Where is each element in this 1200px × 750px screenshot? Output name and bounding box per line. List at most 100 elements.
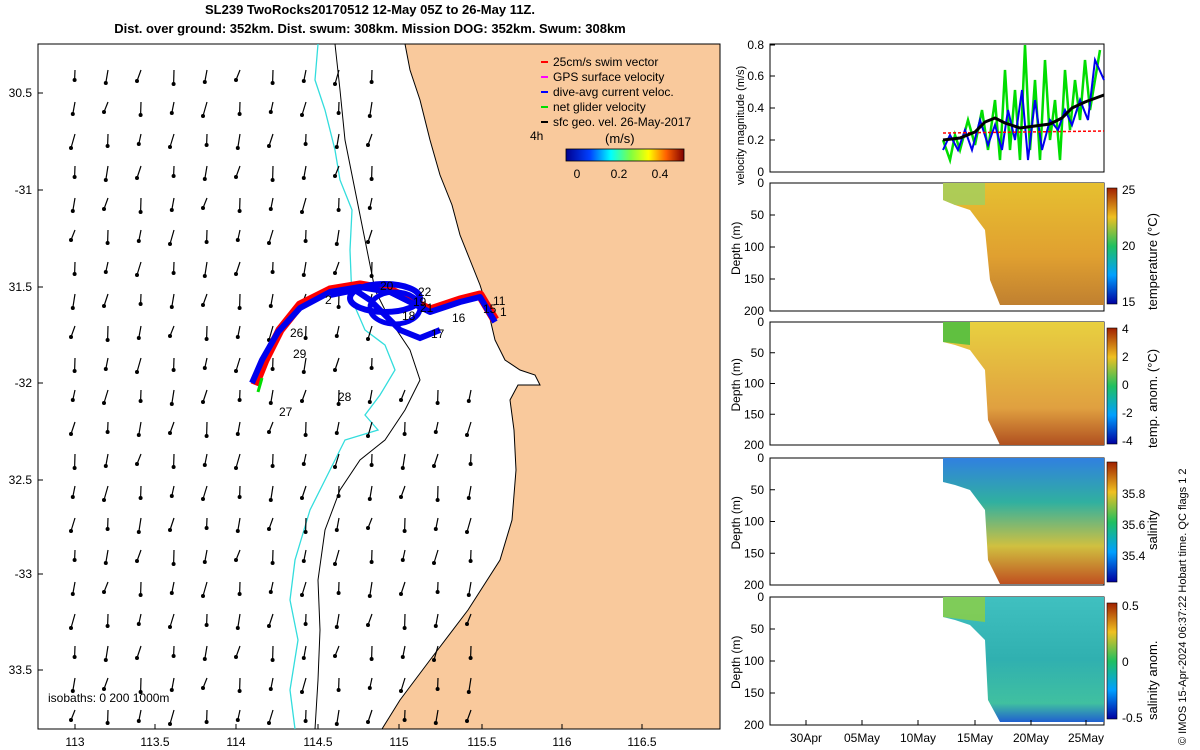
day-label: 2 [325, 293, 332, 307]
legend-entry: sfc geo. vel. 26-May-2017 [553, 115, 691, 129]
temp-anom-label: temp. anom. (°C) [1145, 349, 1160, 448]
depth-tick: 200 [744, 438, 764, 452]
day-label: 28 [338, 390, 352, 404]
time-x-tick: 30Apr [790, 731, 822, 745]
day-label: 22 [418, 285, 432, 299]
map-y-ticks: 30.5 -31 31.5 -32 32.5 -33 33.5 [9, 86, 43, 677]
colorbar-tick: -2 [1122, 406, 1133, 420]
map-y-tick-label: 33.5 [9, 663, 33, 677]
salinity-section [943, 458, 1104, 584]
depth-axes: 0 50 100 150 200 Depth (m) 0 50 100 150 200 Depth (… [729, 176, 775, 732]
colorbar-time-label: 4h [530, 129, 543, 143]
depth-tick: 150 [744, 546, 764, 560]
day-label: 16 [452, 311, 466, 325]
colorbar-unit: (m/s) [605, 131, 635, 146]
depth-tick: 50 [751, 483, 765, 497]
depth-tick: 50 [751, 346, 765, 360]
colorbar-tick: 0 [574, 167, 581, 181]
map-x-tick-label: 115 [389, 735, 408, 749]
colorbar-tick: 0.5 [1122, 599, 1139, 613]
footer-credit: © IMOS 15-Apr-2024 06:37:22 Hobart time.… [1177, 468, 1189, 745]
depth-tick: 200 [744, 304, 764, 318]
day-label: 29 [293, 347, 307, 361]
temperature-section [943, 183, 1104, 305]
depth-tick: 150 [744, 407, 764, 421]
day-label: 26 [290, 326, 304, 340]
velocity-y-tick: 0.4 [747, 101, 764, 115]
map-y-tick-label: 32.5 [9, 473, 33, 487]
colorbar-bar [565, 148, 685, 162]
colorbar-ticks: 0 0.2 0.4 [574, 167, 669, 181]
legend-entry: GPS surface velocity [553, 70, 664, 84]
map-x-tick-label: 116.5 [627, 735, 656, 749]
depth-tick: 100 [744, 654, 764, 668]
isobath-200 [314, 43, 421, 730]
velocity-panel: 0 0.2 0.4 0.6 0.8 velocity magnitude (m/s) [735, 38, 1105, 185]
depth-tick: 150 [744, 272, 764, 286]
legend-entry: dive-avg current veloc. [553, 85, 674, 99]
sal-anom-label: salinity anom. [1145, 641, 1160, 720]
colorbar-tick: -4 [1122, 434, 1133, 448]
map-y-tick-label: 31.5 [9, 280, 33, 294]
velocity-y-tick: 0.2 [747, 133, 764, 147]
map-x-tick-label: 115.5 [467, 735, 496, 749]
depth-axis-label: Depth (m) [729, 358, 743, 411]
day-label: 15 [483, 302, 497, 316]
colorbar-tick: 0.4 [652, 167, 669, 181]
map-y-tick-label: -33 [15, 567, 33, 581]
velocity-ylabel: velocity magnitude (m/s) [735, 66, 747, 185]
colorbar-tick: 35.6 [1122, 518, 1146, 532]
map-x-tick-label: 116 [552, 735, 571, 749]
title-line-1: SL239 TwoRocks20170512 12-May 05Z to 26-… [205, 2, 535, 17]
depth-tick: 200 [744, 578, 764, 592]
day-label: 21 [420, 301, 434, 315]
depth-tick: 0 [757, 176, 764, 190]
colorbar-tick: 0 [1122, 378, 1129, 392]
velocity-y-tick: 0.8 [747, 38, 764, 52]
temp-anom-panel: 4 2 0 -2 -4 temp. anom. (°C) [769, 321, 1160, 448]
isobath-1000 [289, 43, 396, 730]
velocity-blue-line [942, 56, 1105, 161]
velocity-y-tick: 0 [757, 165, 764, 179]
day-label: 11 [493, 294, 506, 308]
depth-tick: 100 [744, 515, 764, 529]
time-x-tick: 25May [1068, 731, 1104, 745]
temperature-panel: 25 20 15 temperature (°C) [769, 182, 1160, 312]
colorbar-tick: 0 [1122, 655, 1129, 669]
velocity-y-tick: 0.6 [747, 69, 764, 83]
colorbar-tick: 15 [1122, 295, 1136, 309]
isobaths-label: isobaths: 0 200 1000m [48, 691, 169, 705]
velocity-y-ticks: 0 0.2 0.4 0.6 0.8 [747, 38, 775, 179]
land-polygon [381, 43, 721, 730]
sal-anom-colorbar [1106, 602, 1118, 720]
sal-anom-panel: 0.5 0 -0.5 salinity anom. [769, 596, 1160, 726]
colorbar-tick: 35.8 [1122, 487, 1146, 501]
colorbar-tick: 2 [1122, 350, 1129, 364]
legend-entry: net glider velocity [553, 100, 646, 114]
colorbar-tick: -0.5 [1122, 711, 1143, 725]
time-x-ticks: 30Apr 05May 10May 15May 20May 25May [790, 720, 1104, 745]
salinity-panel: 35.8 35.6 35.4 salinity [769, 457, 1160, 586]
map-y-tick-label: 30.5 [9, 86, 33, 100]
colorbar-tick: 25 [1122, 183, 1136, 197]
colorbar-tick: 35.4 [1122, 549, 1146, 563]
depth-tick: 0 [757, 590, 764, 604]
day-label: 17 [431, 327, 445, 341]
map-x-ticks: 113 113.5 114 114.5 115 115.5 116 116.5 [65, 724, 657, 749]
depth-axis-label: Depth (m) [729, 636, 743, 689]
salinity-colorbar-ticks: 35.8 35.6 35.4 [1122, 487, 1146, 563]
depth-tick: 150 [744, 686, 764, 700]
time-x-tick: 20May [1013, 731, 1049, 745]
map-x-tick-label: 114.5 [303, 735, 332, 749]
depth-tick: 0 [757, 451, 764, 465]
map-y-tick-label: -32 [15, 376, 33, 390]
sfc-velocity-arrows [68, 69, 473, 726]
temp-anom-colorbar-ticks: 4 2 0 -2 -4 [1122, 322, 1133, 448]
depth-tick: 0 [757, 315, 764, 329]
day-label: 1 [500, 305, 507, 319]
salinity-colorbar [1106, 461, 1118, 583]
velocity-black-line [942, 93, 1105, 142]
temperature-label: temperature (°C) [1145, 213, 1160, 310]
temp-anom-section [943, 322, 1104, 445]
